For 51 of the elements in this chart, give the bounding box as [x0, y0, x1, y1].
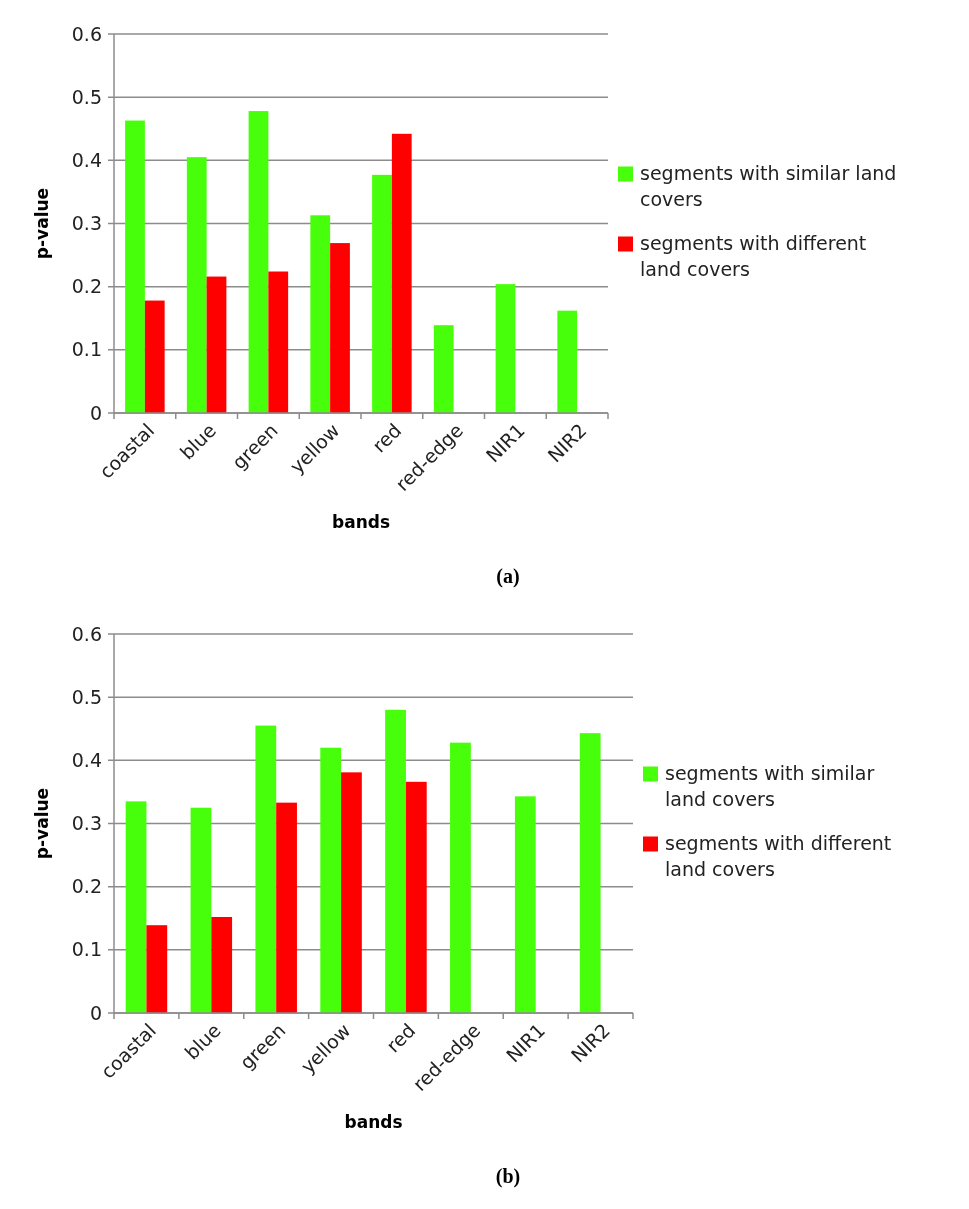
- bar: [206, 276, 227, 413]
- bar: [579, 733, 601, 1013]
- bar: [391, 133, 412, 413]
- text: (a): [496, 565, 520, 588]
- bar: [320, 747, 342, 1013]
- y-tick-label: 0.3: [71, 212, 102, 235]
- legend-label: segments with similar land covers: [640, 161, 897, 210]
- legend-label: segments with different land covers: [665, 831, 892, 880]
- x-axis-title: bands: [344, 1112, 403, 1132]
- x-axis-title: bands: [331, 512, 391, 532]
- bar: [433, 325, 454, 413]
- y-tick-label: 0.4: [71, 148, 102, 171]
- bar: [557, 310, 578, 413]
- bar: [211, 916, 233, 1013]
- y-axis-title: p-value: [32, 787, 52, 860]
- y-axis-title: p-value: [32, 187, 52, 260]
- y-tick-label: 0.1: [71, 338, 102, 361]
- bar: [146, 925, 168, 1013]
- y-tick-label: 0: [89, 1001, 102, 1024]
- y-tick-label: 0.6: [71, 22, 102, 45]
- bar: [405, 781, 427, 1013]
- bar: [450, 742, 471, 1013]
- bar: [190, 807, 212, 1013]
- y-tick-label: 0.2: [71, 275, 102, 298]
- bar: [186, 157, 207, 413]
- bar: [514, 796, 536, 1013]
- text: (b): [495, 1165, 521, 1188]
- bar: [268, 271, 289, 413]
- bar: [125, 120, 145, 413]
- bar: [276, 802, 297, 1013]
- legend-label: segments with similar land covers: [665, 761, 875, 810]
- x-tick-label: red: [381, 1018, 420, 1057]
- y-tick-label: 0.4: [71, 748, 102, 771]
- y-tick-label: 0: [89, 401, 102, 424]
- y-tick-label: 0.1: [71, 938, 102, 961]
- bar: [144, 300, 165, 413]
- bar: [310, 215, 331, 413]
- bar: [330, 243, 350, 413]
- legend-label: segments with different land covers: [640, 231, 867, 280]
- y-tick-label: 0.6: [71, 622, 102, 645]
- y-tick-label: 0.5: [71, 685, 102, 708]
- bar: [248, 111, 269, 413]
- bar: [385, 709, 406, 1013]
- y-tick-label: 0.5: [71, 85, 102, 108]
- bar: [372, 174, 392, 413]
- bar: [495, 284, 516, 413]
- bar: [341, 772, 362, 1013]
- y-tick-label: 0.3: [71, 812, 102, 835]
- y-tick-label: 0.2: [71, 875, 102, 898]
- bar: [255, 725, 277, 1013]
- bar: [125, 801, 147, 1013]
